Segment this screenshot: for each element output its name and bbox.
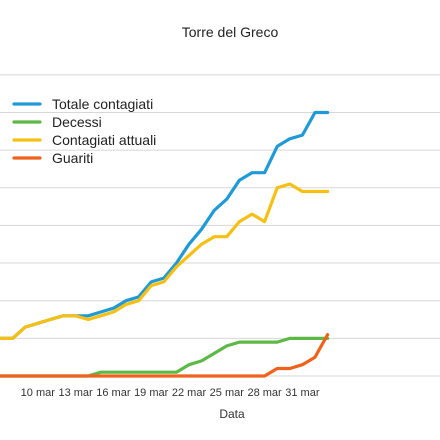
x-tick-label: 19 mar [134,387,169,399]
series-line-2 [0,182,330,340]
x-tick-label: 16 mar [96,387,131,399]
x-tick-label: 31 mar [285,387,320,399]
x-tick-label: 25 mar [210,387,245,399]
series-line-3 [0,333,330,378]
series-lines [0,110,330,378]
legend: Totale contagiati Decessi Contagiati attua… [12,96,156,166]
grid-lines [0,74,440,377]
x-tick-labels: 10 mar 13 mar 16 mar 19 mar 22 mar 25 mar 28 m… [21,387,320,399]
legend-entry: Contagiati attuali [52,132,156,148]
legend-entry: Guariti [52,150,93,166]
legend-entry: Decessi [52,114,102,130]
legend-entry: Totale contagiati [52,96,153,112]
chart-title: Torre del Greco [182,24,279,40]
series-line-1 [0,336,330,378]
x-tick-label: 22 mar [172,387,207,399]
x-tick-label: 10 mar [21,387,56,399]
x-tick-label: 28 mar [247,387,282,399]
x-tick-label: 13 mar [58,387,93,399]
x-axis-label: Data [219,407,245,421]
